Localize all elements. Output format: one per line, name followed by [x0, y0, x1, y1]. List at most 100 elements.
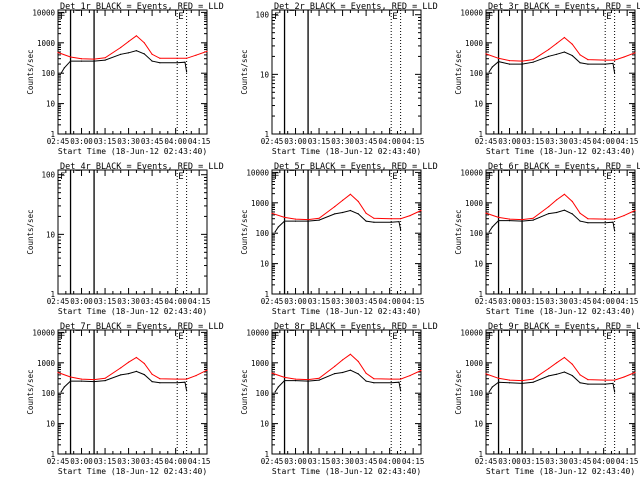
x-tick-label: 03:30: [545, 137, 568, 146]
events-point: [80, 60, 83, 62]
events-point: [612, 221, 614, 223]
lld-point: [159, 57, 161, 59]
plot-frame: [57, 169, 208, 295]
lld-point: [69, 56, 72, 58]
x-tick-label: 04:00: [164, 457, 187, 466]
events-point: [159, 382, 161, 384]
lld-point: [587, 379, 589, 381]
x-tick-label: 02:45: [47, 297, 70, 306]
flag-right: E: [178, 332, 183, 342]
flag-left: F: [488, 12, 493, 22]
events-point: [318, 219, 320, 221]
x-tick-label: 03:30: [117, 137, 140, 146]
events-point: [488, 391, 490, 393]
x-tick-label: 04:00: [378, 137, 401, 146]
panel-title: Det_5r BLACK = Events, RED = LLD: [274, 162, 438, 172]
x-tick-label: 03:15: [94, 457, 117, 466]
x-tick-label: 04:15: [616, 457, 639, 466]
events-point: [400, 390, 402, 392]
x-tick-label: 03:30: [331, 297, 354, 306]
events-point: [80, 380, 83, 382]
x-tick-label: 03:45: [355, 457, 378, 466]
lld-series-line: [57, 35, 208, 60]
lld-point: [604, 379, 606, 381]
events-point: [93, 381, 95, 383]
lld-point: [135, 356, 137, 359]
lld-point: [334, 206, 336, 208]
events-point: [357, 213, 359, 215]
lld-point: [390, 378, 392, 380]
lld-point: [614, 218, 616, 220]
x-axis-label: Start Time (18-Jun-12 02:43:40): [58, 467, 207, 476]
lld-point: [128, 361, 130, 363]
events-point: [342, 371, 344, 374]
lld-point: [634, 371, 636, 374]
events-point: [488, 71, 490, 73]
events-point: [184, 381, 186, 383]
lld-point: [271, 212, 273, 214]
events-point: [521, 220, 523, 222]
events-point: [563, 51, 566, 53]
lld-point: [420, 369, 422, 372]
lld-point: [357, 200, 359, 203]
events-point: [63, 67, 65, 69]
lld-point: [497, 57, 500, 59]
x-tick-label: 04:15: [402, 137, 425, 146]
plot-frame: [57, 9, 208, 135]
events-point: [571, 55, 573, 57]
x-axis-label: Start Time (18-Jun-12 02:43:40): [272, 147, 421, 156]
events-point: [143, 374, 145, 376]
lld-point: [357, 360, 359, 363]
lld-point: [409, 215, 411, 217]
flag-right: E: [392, 332, 397, 342]
lld-point: [93, 379, 95, 381]
lld-point: [532, 217, 534, 219]
lld-point: [318, 217, 320, 219]
x-axis-label: Start Time (18-Jun-12 02:43:40): [58, 147, 207, 156]
x-tick-label: 03:45: [355, 297, 378, 306]
lld-point: [349, 193, 351, 195]
x-tick-label: 04:00: [164, 137, 187, 146]
events-point: [390, 382, 392, 384]
events-point: [349, 209, 351, 212]
events-point: [604, 63, 606, 65]
y-tick-label: 10: [260, 420, 270, 429]
events-point: [277, 226, 279, 228]
y-tick-label: 10000: [460, 8, 483, 17]
events-point: [60, 72, 62, 74]
lld-point: [318, 377, 320, 379]
y-tick-label: 1000: [465, 199, 484, 208]
lld-point: [614, 379, 616, 381]
x-tick-label: 04:15: [402, 297, 425, 306]
lld-point: [283, 216, 286, 218]
lld-point: [532, 378, 534, 380]
lld-point: [521, 60, 523, 62]
y-axis-label: Counts/sec: [240, 209, 249, 254]
lld-point: [563, 36, 566, 39]
x-tick-label: 02:45: [475, 297, 498, 306]
x-tick-label: 03:00: [284, 457, 307, 466]
lld-point: [93, 58, 95, 60]
y-tick-label: 10000: [32, 8, 55, 17]
events-point: [491, 226, 493, 228]
x-tick-label: 03:15: [522, 297, 545, 306]
events-point: [151, 60, 153, 62]
events-point: [186, 390, 188, 392]
y-tick-label: 100: [41, 69, 55, 78]
events-point: [93, 60, 95, 62]
events-point: [556, 373, 558, 375]
events-point: [563, 209, 566, 211]
x-tick-label: 03:30: [331, 457, 354, 466]
events-point: [373, 221, 375, 223]
events-point: [532, 381, 534, 383]
lld-point: [587, 218, 589, 220]
panel-title: Det_9r BLACK = Events, RED = LLD: [488, 322, 640, 332]
events-point: [587, 383, 589, 385]
events-point: [283, 220, 286, 222]
y-tick-label: 10: [260, 70, 270, 79]
x-axis-label: Start Time (18-Jun-12 02:43:40): [486, 467, 635, 476]
lld-point: [365, 212, 367, 214]
panel-3: Det_3r BLACK = Events, RED = LLD 1 10 100 10…: [454, 2, 640, 156]
events-point: [604, 222, 606, 224]
lld-point: [365, 372, 367, 374]
